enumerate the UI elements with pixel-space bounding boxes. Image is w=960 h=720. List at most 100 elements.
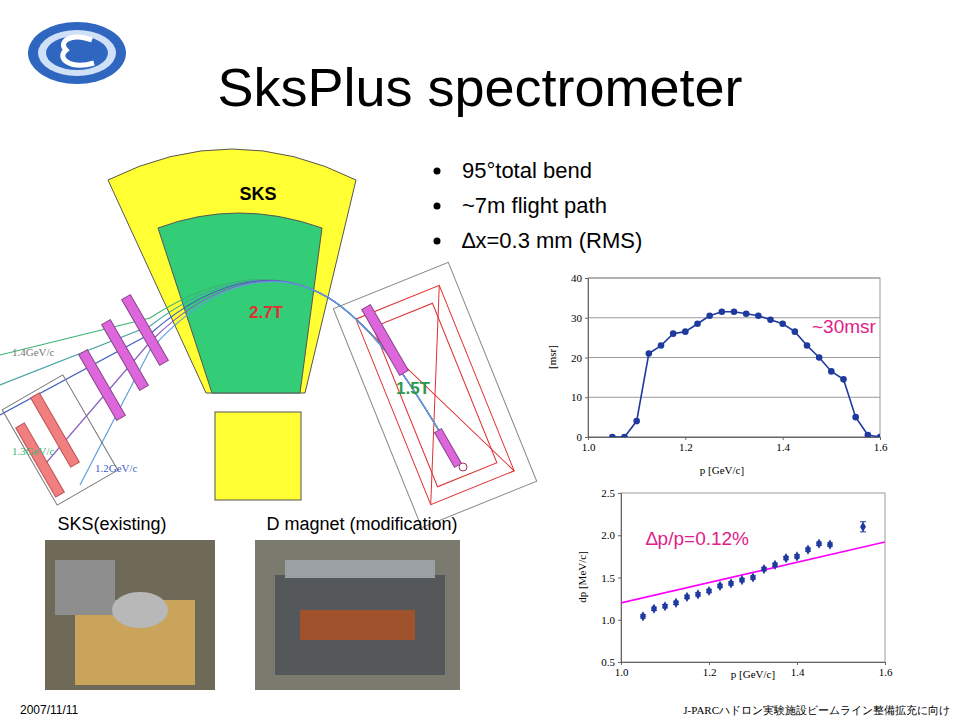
- momentum-label: 1.2GeV/c: [95, 462, 138, 474]
- photo-part: [112, 592, 168, 628]
- data-point: [695, 589, 701, 599]
- data-point: [658, 342, 665, 349]
- plot-data: [609, 308, 880, 437]
- tick-mark: [618, 493, 621, 494]
- data-point: [651, 604, 657, 614]
- tick-label: 1.0: [582, 441, 596, 453]
- tick-label: 20: [571, 352, 583, 364]
- momentum-label: 1.4GeV/c: [12, 346, 55, 358]
- tick-mark: [618, 535, 621, 536]
- tick-label: 1.5: [601, 572, 615, 584]
- series-line: [612, 312, 880, 437]
- grid-line: [588, 357, 880, 358]
- data-point: [805, 545, 811, 555]
- data-point: [731, 308, 738, 315]
- bullet-text: ∆x=0.3 mm (RMS): [462, 228, 642, 253]
- data-point: [717, 581, 723, 591]
- data-point: [865, 432, 872, 437]
- detector-plane: [435, 429, 462, 468]
- tick: 0.5: [601, 656, 621, 668]
- sks-pole: [158, 213, 322, 393]
- logo: [28, 22, 126, 84]
- data-point: [852, 414, 859, 421]
- y-axis: 0.51.01.52.02.5: [601, 487, 621, 668]
- data-point: [662, 601, 668, 611]
- target: [459, 463, 467, 471]
- data-point: [804, 342, 811, 349]
- trajectory: [0, 281, 462, 467]
- tick: 0: [577, 431, 589, 443]
- tick: 20: [571, 352, 588, 364]
- tick: 10: [571, 391, 588, 403]
- sks-yoke: [108, 149, 356, 393]
- tick-label: 1.0: [601, 614, 615, 626]
- annotation: ∆p/p=0.12%: [646, 528, 749, 549]
- x-axis: 1.0 1.2 1.4 1.6: [582, 437, 888, 453]
- annotation: ~30msr: [812, 316, 877, 337]
- data-point: [684, 592, 690, 602]
- error-bar: [860, 522, 866, 532]
- series-line: [621, 542, 885, 603]
- trajectory: [40, 281, 462, 470]
- tick-mark: [880, 437, 881, 440]
- tick-mark: [618, 662, 621, 663]
- detector-plane: [102, 320, 149, 391]
- tick-label: 2.0: [601, 529, 615, 541]
- spectrometer-diagram: SKS2.7T1.5T1.4GeV/c1.3GeV/c1.2GeV/c: [0, 149, 537, 528]
- bullet-text: ~7m flight path: [462, 193, 607, 218]
- axis-line: [618, 494, 622, 663]
- background: [0, 0, 960, 720]
- photo-part: [285, 560, 435, 578]
- tick-label: 40: [571, 272, 583, 284]
- tick: 1.4: [776, 437, 790, 453]
- caption: SKS(existing): [57, 514, 166, 534]
- trajectory: [0, 280, 462, 467]
- tick: 2.0: [601, 529, 621, 541]
- tick: 1.0: [601, 614, 621, 626]
- tick-mark: [585, 397, 588, 398]
- tick-mark: [685, 437, 686, 440]
- tick-label: 1.2: [703, 666, 717, 678]
- tick: 1.6: [874, 437, 888, 453]
- tick-mark: [585, 278, 588, 279]
- tick-label: 10: [571, 391, 583, 403]
- data-point: [706, 312, 713, 319]
- tick: 1.0: [582, 437, 596, 453]
- tick-label: 1.6: [879, 666, 893, 678]
- trajectory: [0, 280, 462, 467]
- tick-mark: [709, 662, 710, 665]
- tick-label: 1.6: [874, 441, 888, 453]
- tick-label: 1.2: [679, 441, 693, 453]
- tick-mark: [885, 662, 886, 665]
- tick-mark: [585, 318, 588, 319]
- tick-mark: [585, 358, 588, 359]
- footer-event: J-PARCハドロン実験施設ビームライン整備拡充に向け: [683, 704, 950, 717]
- data-point: [739, 575, 745, 585]
- title: SksPlus spectrometer: [217, 57, 742, 117]
- trajectory: [80, 282, 462, 485]
- data-point: [827, 539, 833, 549]
- d-magnet: [333, 262, 536, 527]
- y-axis-title: [msr]: [546, 345, 558, 369]
- tick: 30: [571, 312, 588, 324]
- bullet-dot: [434, 203, 441, 210]
- data-point: [767, 316, 774, 323]
- plot-frame: [588, 278, 880, 437]
- d-magnet-coil: [356, 285, 514, 504]
- tick-mark: [797, 662, 798, 665]
- data-point: [750, 572, 756, 582]
- detector-plane: [362, 305, 409, 376]
- data-point: [792, 328, 799, 335]
- logo-inner: [46, 36, 108, 70]
- tick: 1.2: [703, 662, 717, 678]
- slide: SksPlus spectrometer95°total bend~7m fli…: [0, 0, 960, 720]
- data-point: [794, 551, 800, 561]
- x-axis-title: p [GeV/c]: [700, 464, 744, 476]
- data-point: [728, 578, 734, 588]
- logo-e: [63, 37, 94, 65]
- data-point: [640, 611, 646, 621]
- momentum-label: 1.3GeV/c: [12, 445, 55, 457]
- y-axis-title: dp [MeV/c]: [576, 551, 588, 603]
- photo-part: [55, 560, 115, 615]
- grid-line: [588, 278, 880, 279]
